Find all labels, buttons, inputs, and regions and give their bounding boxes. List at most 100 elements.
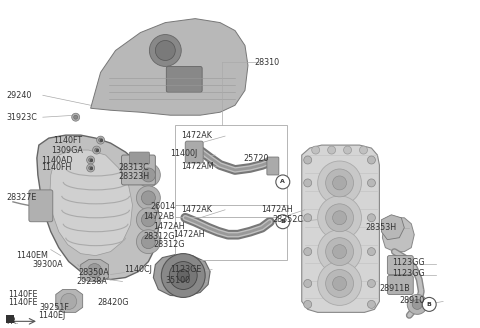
Circle shape bbox=[328, 146, 336, 154]
Text: 1472AH: 1472AH bbox=[154, 222, 185, 231]
Circle shape bbox=[325, 169, 353, 197]
Circle shape bbox=[74, 115, 78, 119]
Text: 28910: 28910 bbox=[399, 296, 425, 305]
Polygon shape bbox=[302, 145, 379, 312]
Circle shape bbox=[318, 196, 361, 240]
Circle shape bbox=[72, 113, 80, 121]
FancyBboxPatch shape bbox=[387, 256, 413, 275]
Circle shape bbox=[89, 158, 93, 162]
Text: 1472AB: 1472AB bbox=[144, 212, 175, 221]
Polygon shape bbox=[383, 218, 414, 252]
Text: 1140EJ: 1140EJ bbox=[38, 311, 65, 320]
FancyBboxPatch shape bbox=[166, 66, 202, 92]
Circle shape bbox=[325, 238, 353, 266]
Text: 28420G: 28420G bbox=[97, 298, 129, 307]
Circle shape bbox=[368, 279, 375, 287]
Circle shape bbox=[360, 146, 368, 154]
Text: A: A bbox=[280, 179, 285, 184]
Text: 28352C: 28352C bbox=[273, 215, 304, 224]
Polygon shape bbox=[81, 259, 108, 281]
Bar bbox=[6, 315, 14, 323]
Circle shape bbox=[161, 254, 205, 297]
Circle shape bbox=[304, 248, 312, 256]
Circle shape bbox=[333, 176, 347, 190]
Text: 1140FH: 1140FH bbox=[41, 163, 71, 173]
Circle shape bbox=[98, 138, 103, 142]
Circle shape bbox=[344, 146, 351, 154]
Text: 1123GE: 1123GE bbox=[170, 265, 202, 274]
Text: B: B bbox=[280, 219, 285, 224]
Circle shape bbox=[422, 297, 436, 311]
Circle shape bbox=[136, 208, 160, 232]
Bar bbox=[175, 125, 287, 217]
Circle shape bbox=[368, 156, 375, 164]
FancyBboxPatch shape bbox=[121, 155, 156, 185]
Text: 28313C: 28313C bbox=[119, 163, 149, 173]
Circle shape bbox=[333, 245, 347, 258]
Circle shape bbox=[304, 156, 312, 164]
Text: 11400J: 11400J bbox=[170, 149, 198, 157]
Text: 28350A: 28350A bbox=[79, 268, 109, 277]
Text: 28312G: 28312G bbox=[144, 232, 175, 241]
Text: 1140EM: 1140EM bbox=[16, 251, 48, 260]
Polygon shape bbox=[50, 150, 132, 256]
Text: 1140CJ: 1140CJ bbox=[124, 265, 152, 274]
Text: 1472AK: 1472AK bbox=[181, 131, 212, 140]
Text: 39300A: 39300A bbox=[33, 260, 63, 269]
Circle shape bbox=[136, 186, 160, 210]
Bar bbox=[175, 205, 287, 259]
Circle shape bbox=[304, 179, 312, 187]
FancyBboxPatch shape bbox=[185, 141, 203, 163]
Text: 28312G: 28312G bbox=[154, 240, 185, 249]
Circle shape bbox=[142, 235, 156, 249]
Circle shape bbox=[318, 230, 361, 274]
Text: 25720: 25720 bbox=[243, 154, 268, 163]
Circle shape bbox=[136, 163, 160, 187]
FancyBboxPatch shape bbox=[387, 276, 413, 295]
Text: 1123GG: 1123GG bbox=[392, 258, 425, 267]
Text: 31923C: 31923C bbox=[6, 113, 37, 122]
Circle shape bbox=[149, 34, 181, 66]
Circle shape bbox=[318, 161, 361, 205]
Polygon shape bbox=[382, 215, 404, 240]
Circle shape bbox=[177, 270, 189, 281]
Circle shape bbox=[368, 248, 375, 256]
Text: 28310: 28310 bbox=[254, 58, 279, 67]
Text: 29238A: 29238A bbox=[77, 277, 108, 286]
Polygon shape bbox=[37, 135, 158, 279]
Text: 1309GA: 1309GA bbox=[51, 146, 83, 154]
Circle shape bbox=[333, 277, 347, 291]
Circle shape bbox=[276, 175, 290, 189]
Text: 28323H: 28323H bbox=[119, 173, 150, 181]
Circle shape bbox=[142, 168, 156, 182]
Circle shape bbox=[93, 146, 101, 154]
Circle shape bbox=[156, 41, 175, 60]
Text: 28327E: 28327E bbox=[6, 194, 36, 202]
Circle shape bbox=[169, 262, 197, 290]
Text: 26014: 26014 bbox=[150, 202, 176, 211]
Text: 1123GG: 1123GG bbox=[392, 269, 425, 278]
Circle shape bbox=[318, 262, 361, 305]
Circle shape bbox=[368, 179, 375, 187]
Text: FR.: FR. bbox=[6, 317, 18, 326]
Circle shape bbox=[142, 213, 156, 227]
Circle shape bbox=[304, 279, 312, 287]
Circle shape bbox=[88, 264, 102, 277]
Text: 1472AH: 1472AH bbox=[261, 205, 292, 214]
Text: 1140FE: 1140FE bbox=[8, 298, 37, 307]
Text: 1140FE: 1140FE bbox=[8, 290, 37, 299]
Circle shape bbox=[325, 270, 353, 297]
Polygon shape bbox=[154, 255, 210, 297]
Circle shape bbox=[142, 191, 156, 205]
Text: 39251F: 39251F bbox=[40, 303, 70, 312]
Circle shape bbox=[89, 166, 93, 170]
FancyBboxPatch shape bbox=[29, 190, 53, 222]
Circle shape bbox=[304, 214, 312, 222]
Polygon shape bbox=[56, 290, 83, 312]
FancyBboxPatch shape bbox=[267, 157, 279, 175]
Circle shape bbox=[333, 211, 347, 225]
Text: 1472AK: 1472AK bbox=[181, 205, 212, 214]
Circle shape bbox=[95, 148, 98, 152]
Circle shape bbox=[412, 299, 422, 309]
Text: 1472AM: 1472AM bbox=[181, 162, 214, 172]
